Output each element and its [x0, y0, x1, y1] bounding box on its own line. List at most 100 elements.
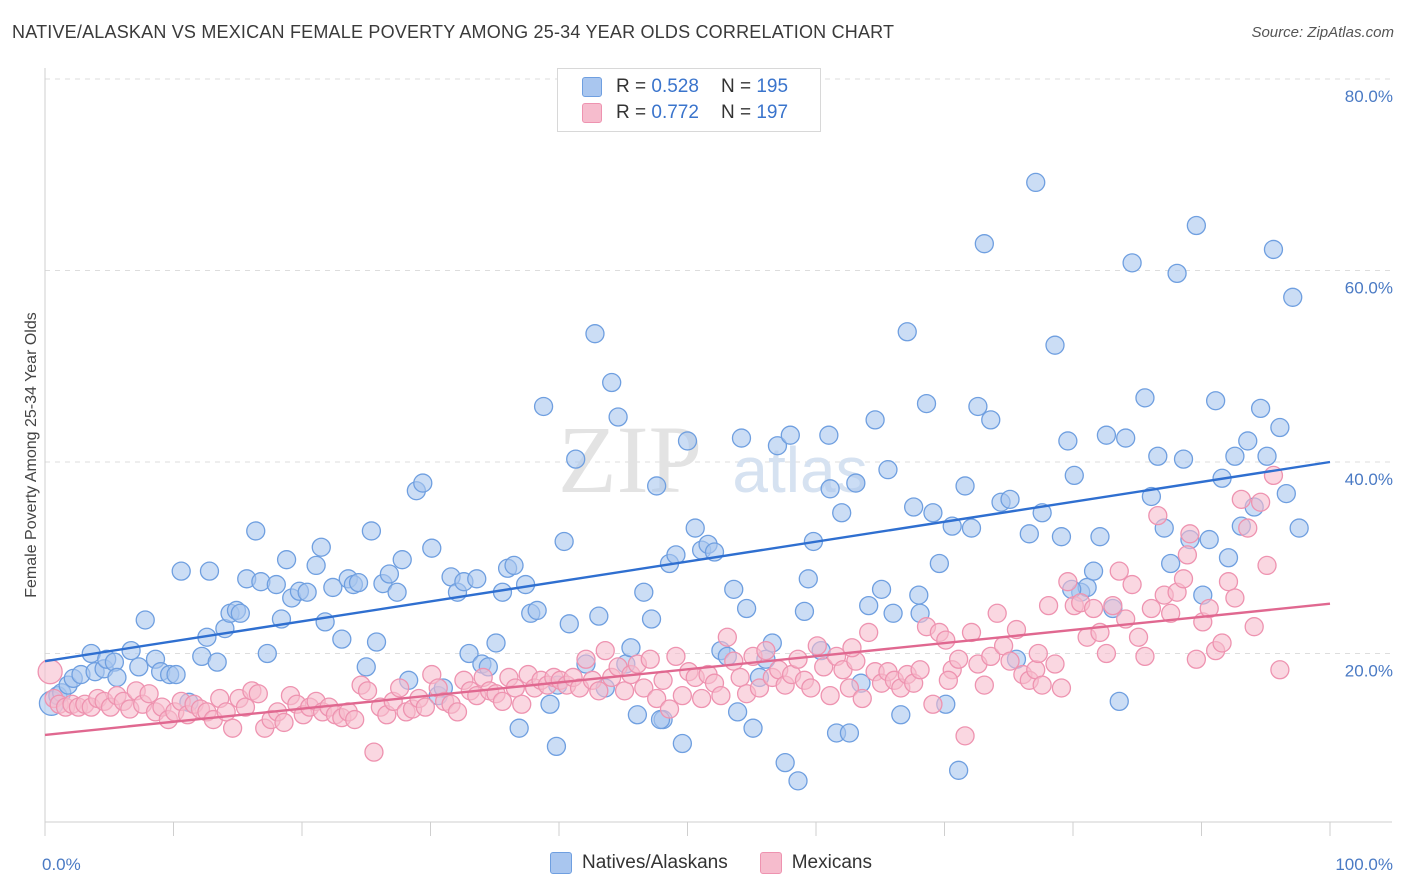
mexicans-point: [910, 660, 930, 680]
mexicans-point: [1148, 505, 1168, 526]
natives-point: [1083, 561, 1104, 581]
mexicans-point: [1128, 627, 1149, 647]
natives-point: [527, 600, 547, 621]
mexicans-point: [512, 694, 532, 714]
n-label: N =: [720, 76, 752, 97]
natives-point: [585, 324, 605, 344]
natives-point: [647, 476, 667, 496]
natives-point: [1051, 527, 1072, 547]
natives-point: [897, 322, 917, 342]
mexicans-point: [1032, 675, 1052, 695]
legend-item-natives: Natives/Alaskans: [550, 852, 728, 874]
natives-point: [767, 436, 788, 456]
natives-point: [798, 569, 818, 589]
mexicans-point: [814, 657, 834, 677]
mexicans-point: [756, 640, 776, 661]
natives-point: [1289, 518, 1309, 538]
mexicans-point: [1250, 492, 1271, 512]
natives-point: [743, 718, 763, 738]
y-tick-label: 80.0%: [1345, 87, 1393, 106]
natives-point: [323, 577, 343, 598]
series-legend: Natives/Alaskans Mexicans: [550, 852, 904, 874]
x-tick-label: 0.0%: [42, 855, 81, 874]
natives-point: [1116, 428, 1136, 448]
mexicans-point: [1257, 555, 1277, 576]
natives-point: [839, 723, 860, 743]
natives-point: [1026, 172, 1046, 193]
mexicans-point: [1122, 574, 1142, 595]
mexicans-point: [390, 678, 410, 698]
mexicans-point: [1103, 595, 1123, 616]
natives-point: [257, 643, 277, 664]
natives-point: [819, 425, 839, 445]
natives-point: [727, 702, 748, 722]
natives-point: [724, 579, 744, 599]
natives-point: [276, 550, 297, 570]
natives-point: [1109, 691, 1129, 712]
natives-point: [467, 569, 487, 589]
natives-point: [566, 449, 586, 469]
natives-point: [672, 733, 693, 754]
mexicans-point: [839, 678, 860, 698]
natives-point: [504, 555, 524, 576]
natives-point: [961, 518, 982, 538]
r-value: 0.772: [651, 102, 699, 123]
natives-point: [904, 497, 924, 517]
mexicans-trend-line: [44, 602, 1331, 737]
natives-point: [1238, 431, 1258, 451]
stats-legend: R = 0.528 N = 195 R = 0.772 N = 197: [557, 68, 821, 132]
natives-point: [1019, 524, 1039, 544]
mexicans-point: [640, 649, 660, 669]
natives-point: [621, 638, 641, 658]
natives-point: [666, 545, 686, 565]
natives-point: [736, 598, 757, 619]
natives-point: [1283, 287, 1303, 307]
mexicans-point: [37, 659, 63, 685]
natives-point: [230, 603, 250, 623]
y-tick-label: 20.0%: [1345, 662, 1393, 681]
legend-item-mexicans: Mexicans: [759, 852, 872, 874]
natives-point: [923, 503, 943, 523]
mexicans-point: [415, 697, 436, 717]
natives-point: [546, 736, 567, 757]
tick-label-layer: 20.0% 40.0% 60.0% 80.0% 0.0% 100.0%: [42, 87, 1393, 874]
natives-point: [392, 550, 412, 570]
mexicans-point: [1199, 598, 1219, 619]
natives-point: [1218, 548, 1239, 568]
natives-point: [266, 574, 286, 595]
mexicans-point: [1109, 561, 1129, 581]
n-value: 195: [756, 76, 789, 97]
r-label: R =: [616, 76, 647, 97]
natives-point: [878, 460, 898, 480]
series-mexicans: [37, 465, 1290, 762]
mexicans-point: [576, 649, 596, 669]
mexicans-point: [447, 702, 468, 722]
natives-point: [1096, 425, 1117, 445]
natives-point: [859, 595, 879, 616]
mexicans-point: [1231, 489, 1251, 509]
natives-point: [422, 538, 442, 558]
natives-point: [685, 518, 705, 538]
natives-point: [627, 705, 648, 725]
mexicans-point: [659, 699, 680, 719]
mexicans-point: [1083, 598, 1104, 619]
natives-point: [107, 667, 127, 688]
natives-point: [297, 582, 317, 602]
natives-point: [634, 582, 654, 602]
y-tick-label: 60.0%: [1345, 279, 1393, 298]
natives-point: [1167, 263, 1187, 284]
mexicans-point: [1244, 617, 1264, 637]
mexicans-point: [274, 712, 294, 733]
x-tick-label: 100.0%: [1335, 855, 1393, 874]
natives-point: [559, 614, 579, 634]
mexicans-point: [1177, 545, 1198, 565]
natives-point: [1173, 449, 1194, 469]
natives-point: [794, 601, 815, 622]
mexicans-point: [1225, 588, 1245, 608]
mexicans-point: [724, 651, 744, 671]
mexicans-point: [1058, 572, 1078, 592]
natives-point: [820, 479, 840, 499]
natives-point: [1058, 431, 1078, 451]
mexicans-point: [801, 678, 821, 698]
